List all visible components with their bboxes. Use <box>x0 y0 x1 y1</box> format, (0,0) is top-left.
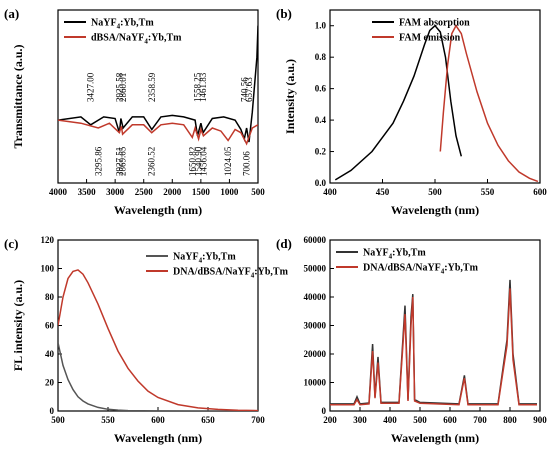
y-tick-label: 0.0 <box>315 178 327 188</box>
x-tick-label: 1000 <box>220 187 239 197</box>
peak-annotation: 1024.05 <box>223 146 233 176</box>
panel-label: (b) <box>276 6 292 21</box>
y-tick-label: 0.2 <box>315 147 327 157</box>
x-axis-label: Wavelength (nm) <box>391 203 479 217</box>
x-tick-label: 700 <box>473 415 487 425</box>
panel-label: (a) <box>4 6 19 21</box>
y-tick-label: 20 <box>45 378 55 388</box>
peak-annotation: 2860.01 <box>118 73 128 102</box>
y-tick-label: 60 <box>45 321 55 331</box>
series-line <box>330 288 537 406</box>
y-tick-label: 10000 <box>304 378 327 388</box>
x-tick-label: 600 <box>533 187 547 197</box>
y-axis-label: Intensity (a.u.) <box>283 59 297 134</box>
peak-annotation: 2360.52 <box>147 147 157 176</box>
x-tick-label: 600 <box>443 415 457 425</box>
legend-entry: NaYF4:Yb,Tm <box>173 252 236 265</box>
y-tick-label: 120 <box>41 235 55 245</box>
y-axis-label: FL intensity (a.u.) <box>11 280 25 371</box>
y-tick-label: 80 <box>45 292 55 302</box>
series-line <box>58 25 258 143</box>
x-tick-label: 450 <box>376 187 390 197</box>
x-tick-label: 600 <box>151 415 165 425</box>
x-tick-label: 4000 <box>49 187 68 197</box>
peak-annotation: 1461.83 <box>198 72 208 102</box>
y-tick-label: 0 <box>50 406 55 416</box>
peak-annotation: 2358.59 <box>147 72 157 102</box>
x-tick-label: 900 <box>533 415 547 425</box>
x-tick-label: 500 <box>51 415 65 425</box>
y-tick-label: 0 <box>322 406 327 416</box>
x-axis-label: Wavelength (nm) <box>114 203 202 217</box>
y-tick-label: 1.0 <box>315 21 327 31</box>
series-line <box>439 24 539 183</box>
legend-entry: FAM emission <box>399 33 461 44</box>
panel-label: (c) <box>4 236 18 251</box>
legend-entry: NaYF4:Yb,Tm <box>363 248 426 261</box>
peak-annotation: 2927.51 <box>114 147 124 176</box>
x-tick-label: 500 <box>251 187 265 197</box>
peak-annotation: 1456.04 <box>198 146 208 176</box>
y-tick-label: 100 <box>41 264 55 274</box>
peak-annotation: 657.63 <box>244 77 254 102</box>
x-tick-label: 2500 <box>135 187 154 197</box>
legend-entry: DNA/dBSA/NaYF4:Yb,Tm <box>173 267 289 280</box>
x-tick-label: 1500 <box>192 187 211 197</box>
peak-annotation: 1540.90 <box>194 146 204 176</box>
peak-annotation: 700.06 <box>242 151 252 176</box>
x-axis-label: Wavelength (nm) <box>391 431 479 445</box>
plot-frame <box>57 9 259 184</box>
peak-annotation: 3295.86 <box>93 146 103 176</box>
chart-panel: 500 550 600 650 700 0 20 40 60 80 100 120 Wavelength… <box>4 235 289 445</box>
chart-panel: 200 300 400 500 600 700 800 900 0 10000 20000 30000… <box>276 235 547 445</box>
peak-annotation: 1650.82 <box>187 147 197 176</box>
y-tick-label: 20000 <box>304 349 327 359</box>
x-tick-label: 650 <box>201 415 215 425</box>
series-line <box>58 342 258 411</box>
series-line <box>334 24 463 181</box>
y-tick-label: 0.8 <box>315 52 327 62</box>
y-tick-label: 50000 <box>304 264 327 274</box>
x-tick-label: 2000 <box>163 187 182 197</box>
x-tick-label: 400 <box>383 415 397 425</box>
legend-entry: DNA/dBSA/NaYF4:Yb,Tm <box>363 263 479 276</box>
legend-entry: dBSA/NaYF4:Yb,Tm <box>91 33 182 46</box>
x-tick-label: 550 <box>101 415 115 425</box>
peak-annotation: 2869.65 <box>118 146 128 176</box>
x-tick-label: 500 <box>413 415 427 425</box>
series-line <box>58 269 258 411</box>
y-tick-label: 40 <box>45 349 55 359</box>
x-tick-label: 200 <box>323 415 337 425</box>
x-tick-label: 500 <box>428 187 442 197</box>
x-tick-label: 3000 <box>106 187 125 197</box>
y-axis-label: Transmittance (a.u.) <box>11 44 25 148</box>
y-tick-label: 40000 <box>304 292 327 302</box>
x-tick-label: 400 <box>323 187 337 197</box>
chart-panel: 400 450 500 550 600 0.0 0.2 0.4 0.6 0.8 1.0 Wavelen… <box>276 6 547 217</box>
legend-entry: FAM absorption <box>399 18 470 29</box>
chart-panel: 4000 3500 3000 2500 2000 1500 1000 500 Wavelengt… <box>4 6 265 217</box>
peak-annotation: 740.56 <box>239 77 249 102</box>
y-tick-label: 60000 <box>304 235 327 245</box>
x-tick-label: 3500 <box>78 187 97 197</box>
peak-annotation: 2925.58 <box>114 72 124 102</box>
x-tick-label: 800 <box>503 415 517 425</box>
legend-entry: NaYF4:Yb,Tm <box>91 18 154 31</box>
peak-annotation: 3427.00 <box>86 72 96 102</box>
x-tick-label: 700 <box>251 415 265 425</box>
panel-label: (d) <box>276 236 292 251</box>
y-tick-label: 0.4 <box>315 115 327 125</box>
x-axis-label: Wavelength (nm) <box>114 431 202 445</box>
y-tick-label: 30000 <box>304 321 327 331</box>
x-tick-label: 550 <box>481 187 495 197</box>
series-line <box>58 119 258 146</box>
series-line <box>330 279 537 405</box>
x-tick-label: 300 <box>353 415 367 425</box>
peak-annotation: 1558.25 <box>193 72 203 102</box>
y-tick-label: 0.6 <box>315 84 327 94</box>
